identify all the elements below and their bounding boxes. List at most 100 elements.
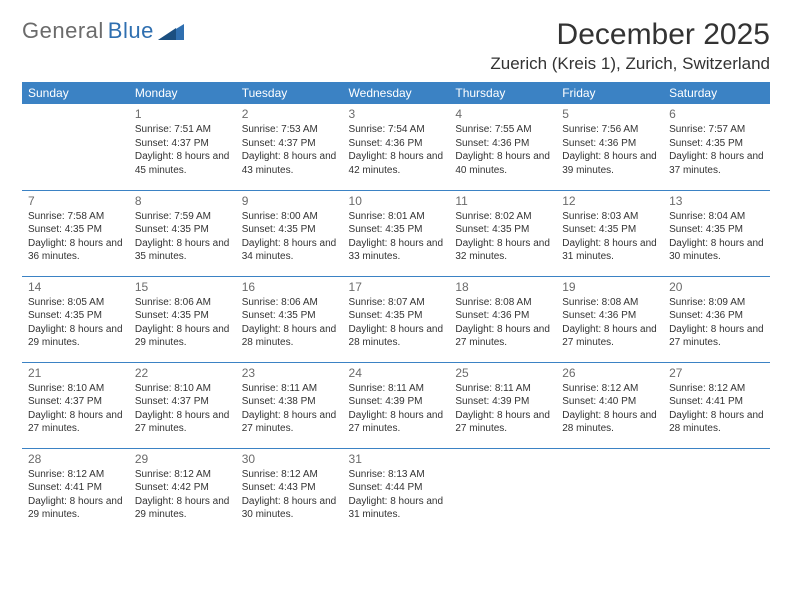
day-number: 29 xyxy=(135,452,230,466)
day-number: 10 xyxy=(349,194,444,208)
brand-part2: Blue xyxy=(108,18,154,44)
calendar-day-cell: 9 Sunrise: 8:00 AMSunset: 4:35 PMDaylight… xyxy=(236,190,343,276)
weekday-header-row: Sunday Monday Tuesday Wednesday Thursday… xyxy=(22,82,770,104)
day-number: 4 xyxy=(455,107,550,121)
calendar-day-cell: 18Sunrise: 8:08 AMSunset: 4:36 PMDayligh… xyxy=(449,276,556,362)
day-info: Sunrise: 8:01 AMSunset: 4:35 PMDaylight:… xyxy=(349,210,444,264)
calendar-week-row: 7 Sunrise: 7:58 AMSunset: 4:35 PMDaylight… xyxy=(22,190,770,276)
day-number: 27 xyxy=(669,366,764,380)
day-info: Sunrise: 8:06 AMSunset: 4:35 PMDaylight:… xyxy=(242,296,337,350)
day-info: Sunrise: 8:02 AMSunset: 4:35 PMDaylight:… xyxy=(455,210,550,264)
calendar-day-cell xyxy=(663,448,770,534)
day-info: Sunrise: 7:53 AMSunset: 4:37 PMDaylight:… xyxy=(242,123,337,177)
calendar-day-cell: 15 Sunrise: 8:06 AMSunset: 4:35 PMDayligh… xyxy=(129,276,236,362)
calendar-day-cell xyxy=(449,448,556,534)
calendar-body: 1 Sunrise: 7:51 AMSunset: 4:37 PMDaylight… xyxy=(22,104,770,534)
day-info: Sunrise: 7:55 AMSunset: 4:36 PMDaylight:… xyxy=(455,123,550,177)
day-info: Sunrise: 8:10 AMSunset: 4:37 PMDaylight:… xyxy=(28,382,123,436)
calendar-day-cell: 23 Sunrise: 8:11 AMSunset: 4:38 PMDayligh… xyxy=(236,362,343,448)
calendar-day-cell xyxy=(22,104,129,190)
calendar-day-cell: 31 Sunrise: 8:13 AMSunset: 4:44 PMDayligh… xyxy=(343,448,450,534)
day-number: 1 xyxy=(135,107,230,121)
brand-part1: General xyxy=(22,18,104,44)
day-info: Sunrise: 8:12 AMSunset: 4:43 PMDaylight:… xyxy=(242,468,337,522)
calendar-day-cell: 16Sunrise: 8:06 AMSunset: 4:35 PMDayligh… xyxy=(236,276,343,362)
calendar-day-cell: 5Sunrise: 7:56 AMSunset: 4:36 PMDaylight… xyxy=(556,104,663,190)
calendar-week-row: 28 Sunrise: 8:12 AMSunset: 4:41 PMDayligh… xyxy=(22,448,770,534)
day-info: Sunrise: 7:54 AMSunset: 4:36 PMDaylight:… xyxy=(349,123,444,177)
calendar-day-cell: 12 Sunrise: 8:03 AMSunset: 4:35 PMDayligh… xyxy=(556,190,663,276)
day-number: 12 xyxy=(562,194,657,208)
calendar-day-cell: 8 Sunrise: 7:59 AMSunset: 4:35 PMDaylight… xyxy=(129,190,236,276)
calendar-day-cell: 1 Sunrise: 7:51 AMSunset: 4:37 PMDaylight… xyxy=(129,104,236,190)
day-info: Sunrise: 8:03 AMSunset: 4:35 PMDaylight:… xyxy=(562,210,657,264)
day-number: 8 xyxy=(135,194,230,208)
calendar-week-row: 1 Sunrise: 7:51 AMSunset: 4:37 PMDaylight… xyxy=(22,104,770,190)
day-number: 23 xyxy=(242,366,337,380)
brand-logo: GeneralBlue xyxy=(22,18,184,44)
day-number: 28 xyxy=(28,452,123,466)
day-info: Sunrise: 8:11 AMSunset: 4:39 PMDaylight:… xyxy=(455,382,550,436)
calendar-day-cell: 28 Sunrise: 8:12 AMSunset: 4:41 PMDayligh… xyxy=(22,448,129,534)
day-info: Sunrise: 8:12 AMSunset: 4:42 PMDaylight:… xyxy=(135,468,230,522)
weekday-header: Sunday xyxy=(22,82,129,104)
logo-triangle-icon xyxy=(158,22,184,40)
calendar-day-cell: 22Sunrise: 8:10 AMSunset: 4:37 PMDayligh… xyxy=(129,362,236,448)
day-info: Sunrise: 7:56 AMSunset: 4:36 PMDaylight:… xyxy=(562,123,657,177)
calendar-day-cell: 25 Sunrise: 8:11 AMSunset: 4:39 PMDayligh… xyxy=(449,362,556,448)
header: GeneralBlue December 2025 Zuerich (Kreis… xyxy=(22,18,770,74)
calendar-day-cell: 17 Sunrise: 8:07 AMSunset: 4:35 PMDayligh… xyxy=(343,276,450,362)
weekday-header: Friday xyxy=(556,82,663,104)
day-number: 9 xyxy=(242,194,337,208)
day-info: Sunrise: 8:08 AMSunset: 4:36 PMDaylight:… xyxy=(562,296,657,350)
calendar-day-cell: 19 Sunrise: 8:08 AMSunset: 4:36 PMDayligh… xyxy=(556,276,663,362)
day-number: 21 xyxy=(28,366,123,380)
day-info: Sunrise: 8:12 AMSunset: 4:41 PMDaylight:… xyxy=(669,382,764,436)
day-info: Sunrise: 8:11 AMSunset: 4:38 PMDaylight:… xyxy=(242,382,337,436)
weekday-header: Saturday xyxy=(663,82,770,104)
calendar-day-cell: 11 Sunrise: 8:02 AMSunset: 4:35 PMDayligh… xyxy=(449,190,556,276)
day-info: Sunrise: 8:00 AMSunset: 4:35 PMDaylight:… xyxy=(242,210,337,264)
calendar-week-row: 14Sunrise: 8:05 AMSunset: 4:35 PMDayligh… xyxy=(22,276,770,362)
calendar-day-cell: 29 Sunrise: 8:12 AMSunset: 4:42 PMDayligh… xyxy=(129,448,236,534)
day-number: 26 xyxy=(562,366,657,380)
day-number: 6 xyxy=(669,107,764,121)
month-title: December 2025 xyxy=(490,18,770,52)
day-number: 22 xyxy=(135,366,230,380)
day-number: 3 xyxy=(349,107,444,121)
day-info: Sunrise: 7:59 AMSunset: 4:35 PMDaylight:… xyxy=(135,210,230,264)
day-number: 17 xyxy=(349,280,444,294)
day-number: 19 xyxy=(562,280,657,294)
calendar-day-cell: 7 Sunrise: 7:58 AMSunset: 4:35 PMDaylight… xyxy=(22,190,129,276)
day-number: 31 xyxy=(349,452,444,466)
day-number: 11 xyxy=(455,194,550,208)
calendar-day-cell: 3 Sunrise: 7:54 AMSunset: 4:36 PMDaylight… xyxy=(343,104,450,190)
weekday-header: Monday xyxy=(129,82,236,104)
calendar-day-cell xyxy=(556,448,663,534)
calendar-day-cell: 10 Sunrise: 8:01 AMSunset: 4:35 PMDayligh… xyxy=(343,190,450,276)
day-info: Sunrise: 8:12 AMSunset: 4:41 PMDaylight:… xyxy=(28,468,123,522)
day-number: 13 xyxy=(669,194,764,208)
day-info: Sunrise: 8:11 AMSunset: 4:39 PMDaylight:… xyxy=(349,382,444,436)
day-info: Sunrise: 8:07 AMSunset: 4:35 PMDaylight:… xyxy=(349,296,444,350)
day-number: 15 xyxy=(135,280,230,294)
day-info: Sunrise: 7:57 AMSunset: 4:35 PMDaylight:… xyxy=(669,123,764,177)
day-number: 25 xyxy=(455,366,550,380)
title-block: December 2025 Zuerich (Kreis 1), Zurich,… xyxy=(490,18,770,74)
calendar-day-cell: 2 Sunrise: 7:53 AMSunset: 4:37 PMDaylight… xyxy=(236,104,343,190)
day-number: 2 xyxy=(242,107,337,121)
day-info: Sunrise: 8:05 AMSunset: 4:35 PMDaylight:… xyxy=(28,296,123,350)
day-number: 20 xyxy=(669,280,764,294)
location-text: Zuerich (Kreis 1), Zurich, Switzerland xyxy=(490,54,770,74)
day-number: 7 xyxy=(28,194,123,208)
calendar-day-cell: 21 Sunrise: 8:10 AMSunset: 4:37 PMDayligh… xyxy=(22,362,129,448)
calendar-table: Sunday Monday Tuesday Wednesday Thursday… xyxy=(22,82,770,534)
day-info: Sunrise: 8:12 AMSunset: 4:40 PMDaylight:… xyxy=(562,382,657,436)
day-info: Sunrise: 8:13 AMSunset: 4:44 PMDaylight:… xyxy=(349,468,444,522)
day-number: 18 xyxy=(455,280,550,294)
day-info: Sunrise: 7:58 AMSunset: 4:35 PMDaylight:… xyxy=(28,210,123,264)
calendar-day-cell: 14Sunrise: 8:05 AMSunset: 4:35 PMDayligh… xyxy=(22,276,129,362)
day-info: Sunrise: 7:51 AMSunset: 4:37 PMDaylight:… xyxy=(135,123,230,177)
day-info: Sunrise: 8:06 AMSunset: 4:35 PMDaylight:… xyxy=(135,296,230,350)
calendar-day-cell: 6 Sunrise: 7:57 AMSunset: 4:35 PMDaylight… xyxy=(663,104,770,190)
